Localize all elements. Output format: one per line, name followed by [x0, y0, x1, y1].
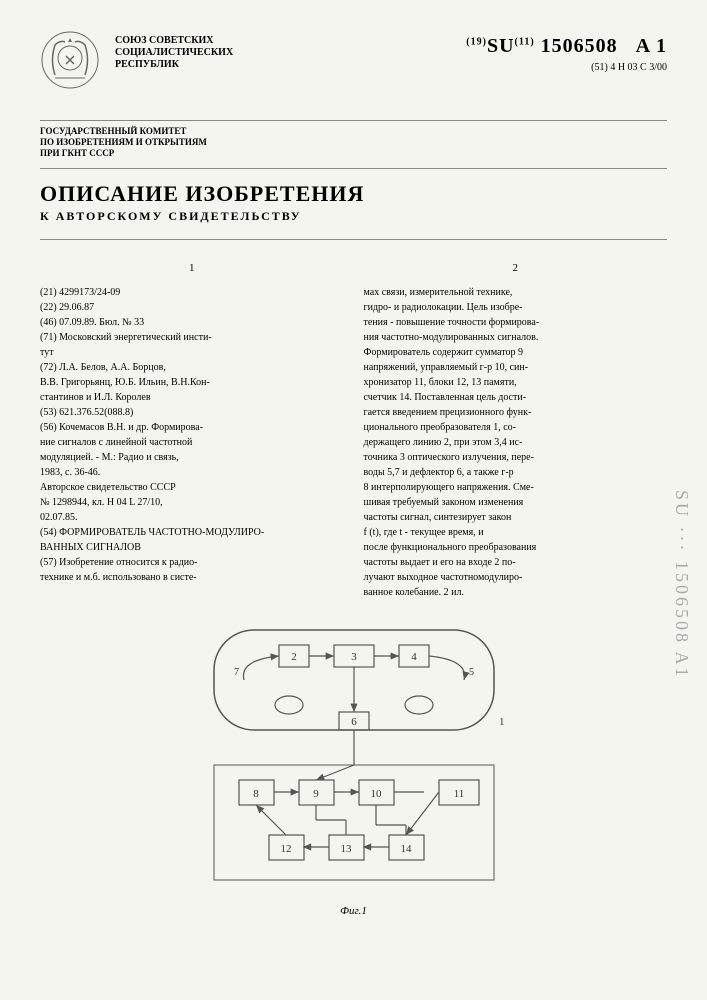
col2-line: точника 3 оптического излучения, пере- [364, 450, 668, 465]
block-label: 3 [351, 651, 357, 663]
class-code: (51) 4 H 03 C 3/00 [466, 62, 667, 73]
col2-line: после функционального преобразования [364, 540, 668, 555]
block-label: 13 [340, 843, 352, 855]
col2-line: лучают выходное частотномодулиро- [364, 570, 668, 585]
col1-line: (21) 4299173/24-09 [40, 285, 344, 300]
subtitle: К АВТОРСКОМУ СВИДЕТЕЛЬСТВУ [40, 209, 667, 224]
col1-line: (72) Л.А. Белов, А.А. Борцов, [40, 360, 344, 375]
divider [40, 239, 667, 240]
su-prefix1: (19) [466, 36, 487, 47]
union-text: СОЮЗ СОВЕТСКИХ СОЦИАЛИСТИЧЕСКИХ РЕСПУБЛИ… [115, 30, 233, 71]
diagram-container: 2 3 4 7 5 6 1 8 9 10 11 [40, 620, 667, 900]
union-line1: СОЮЗ СОВЕТСКИХ [115, 35, 233, 47]
col1-line: (53) 621.376.52(088.8) [40, 405, 344, 420]
col1-line: 1983, с. 36-46. [40, 465, 344, 480]
col1-line: В.В. Григорьянц, Ю.Б. Ильин, В.Н.Кон- [40, 375, 344, 390]
committee-line2: ПО ИЗОБРЕТЕНИЯМ И ОТКРЫТИЯМ [40, 137, 667, 148]
col1-num: 1 [40, 260, 344, 277]
col2-line: тения - повышение точности формирова- [364, 315, 668, 330]
col2-line: напряжений, управляемый г-р 10, син- [364, 360, 668, 375]
col2-line: гидро- и радиолокации. Цель изобре- [364, 300, 668, 315]
figure-label: Фиг.1 [40, 905, 667, 917]
union-line2: СОЦИАЛИСТИЧЕСКИХ [115, 47, 233, 59]
block-label: 11 [453, 788, 464, 800]
su-prefix2: (11) [515, 36, 535, 47]
doc-number: 1506508 [541, 35, 618, 57]
col2-line: шивая требуемый законом изменения [364, 495, 668, 510]
col2-line: ванное колебание. 2 ил. [364, 585, 668, 600]
col2-line: держащего линию 2, при этом 3,4 ис- [364, 435, 668, 450]
col1-line: Авторское свидетельство СССР [40, 480, 344, 495]
col2-line: воды 5,7 и дефлектор 6, а также г-р [364, 465, 668, 480]
col1-line: (46) 07.09.89. Бюл. № 33 [40, 315, 344, 330]
col2-num: 2 [364, 260, 668, 277]
col2-line: ния частотно-модулированных сигналов. [364, 330, 668, 345]
ussr-emblem-icon [40, 30, 100, 90]
block-label: 6 [351, 716, 357, 728]
col1-line: тут [40, 345, 344, 360]
col2-line: ционального преобразователя 1, со- [364, 420, 668, 435]
su-code: SU [487, 35, 515, 57]
block-label: 2 [291, 651, 297, 663]
block-label: 14 [400, 843, 412, 855]
col1-line: стантинов и И.Л. Королев [40, 390, 344, 405]
block-label: 10 [370, 788, 382, 800]
divider [40, 120, 667, 121]
col1-line: ВАННЫХ СИГНАЛОВ [40, 540, 344, 555]
block-label: 9 [313, 788, 319, 800]
side-label: 5 [469, 667, 474, 678]
committee-line1: ГОСУДАРСТВЕННЫЙ КОМИТЕТ [40, 126, 667, 137]
col1-line: 02.07.85. [40, 510, 344, 525]
side-label: 1 [499, 716, 505, 728]
col1-line: (56) Кочемасов В.Н. и др. Формирова- [40, 420, 344, 435]
col1-line: технике и м.б. использовано в систе- [40, 570, 344, 585]
block-label: 4 [411, 651, 417, 663]
column-2: 2 мах связи, измерительной технике, гидр… [364, 260, 668, 600]
block-label: 12 [280, 843, 291, 855]
block-label: 8 [253, 788, 259, 800]
col1-line: модуляцией. - М.: Радио и связь, [40, 450, 344, 465]
col1-line: № 1298944, кл. H 04 L 27/10, [40, 495, 344, 510]
document-number-block: (19)SU(11) 1506508 A 1 (51) 4 H 03 C 3/0… [466, 35, 667, 73]
col1-line: ние сигналов с линейной частотной [40, 435, 344, 450]
side-document-label: SU ··· 1506508 A1 [671, 490, 692, 680]
column-1: 1 (21) 4299173/24-09 (22) 29.06.87 (46) … [40, 260, 344, 600]
divider [40, 168, 667, 169]
col1-line: (71) Московский энергетический инсти- [40, 330, 344, 345]
committee-line3: ПРИ ГКНТ СССР [40, 148, 667, 159]
col2-line: f (t), где t - текущее время, и [364, 525, 668, 540]
block-diagram: 2 3 4 7 5 6 1 8 9 10 11 [184, 620, 524, 900]
col2-line: хронизатор 11, блоки 12, 13 памяти, [364, 375, 668, 390]
text-columns: 1 (21) 4299173/24-09 (22) 29.06.87 (46) … [40, 260, 667, 600]
col1-line: (22) 29.06.87 [40, 300, 344, 315]
main-title: ОПИСАНИЕ ИЗОБРЕТЕНИЯ [40, 181, 667, 207]
col1-line: (57) Изобретение относится к радио- [40, 555, 344, 570]
col2-line: частоты сигнал, синтезирует закон [364, 510, 668, 525]
committee-text: ГОСУДАРСТВЕННЫЙ КОМИТЕТ ПО ИЗОБРЕТЕНИЯМ … [40, 126, 667, 158]
side-label: 7 [234, 667, 239, 678]
doc-suffix: A 1 [636, 35, 667, 57]
col1-line: (54) ФОРМИРОВАТЕЛЬ ЧАСТОТНО-МОДУЛИРО- [40, 525, 344, 540]
su-number: (19)SU(11) 1506508 A 1 [466, 35, 667, 58]
col2-line: счетчик 14. Поставленная цель дости- [364, 390, 668, 405]
col2-line: частоты выдает и его на входе 2 по- [364, 555, 668, 570]
col2-line: 8 интерполирующего напряжения. Сме- [364, 480, 668, 495]
col2-line: гается введением прецизионного функ- [364, 405, 668, 420]
union-line3: РЕСПУБЛИК [115, 59, 233, 71]
col2-line: Формирователь содержит сумматор 9 [364, 345, 668, 360]
col2-line: мах связи, измерительной технике, [364, 285, 668, 300]
